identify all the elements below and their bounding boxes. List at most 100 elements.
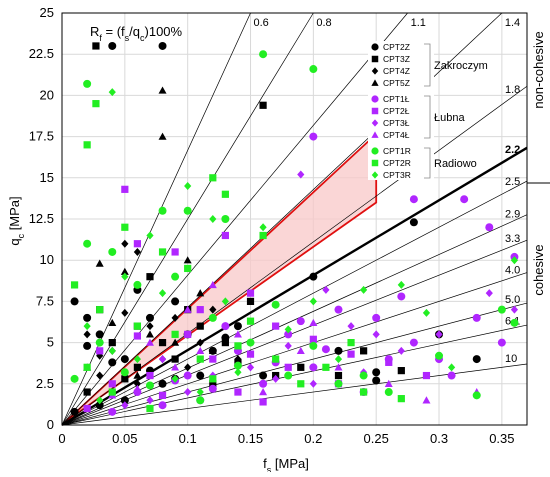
- data-point: [435, 330, 443, 339]
- data-point: [485, 289, 493, 298]
- data-point: [133, 240, 142, 248]
- data-point: [184, 182, 192, 191]
- data-point: [296, 346, 305, 355]
- legend-marker: [371, 147, 379, 155]
- data-point: [397, 395, 405, 403]
- data-point: [196, 346, 205, 355]
- data-point: [208, 346, 217, 355]
- data-point: [171, 330, 179, 338]
- data-point: [334, 305, 343, 314]
- data-point: [221, 339, 229, 347]
- data-point: [196, 371, 205, 380]
- legend-marker: [371, 43, 379, 51]
- data-point: [472, 355, 481, 364]
- y-tick-label: 22.5: [29, 46, 54, 61]
- data-point: [309, 297, 317, 306]
- data-point: [233, 322, 242, 331]
- data-point: [121, 239, 129, 248]
- legend-marker: [371, 131, 379, 138]
- data-point: [183, 256, 192, 264]
- data-point: [196, 322, 204, 330]
- data-point: [309, 335, 317, 343]
- data-point: [158, 206, 167, 215]
- data-point: [259, 379, 268, 388]
- legend-entry: CPT2Z: [383, 42, 410, 52]
- data-point: [196, 338, 204, 347]
- data-point: [158, 401, 167, 410]
- legend-marker: [371, 119, 379, 127]
- data-point: [284, 371, 293, 380]
- ratio-label: 0.6: [254, 17, 269, 29]
- data-point: [96, 371, 104, 380]
- data-point: [272, 355, 280, 363]
- data-point: [409, 338, 418, 347]
- data-point: [297, 363, 305, 371]
- data-point: [196, 289, 205, 297]
- data-point: [359, 371, 368, 380]
- legend-marker: [371, 159, 379, 167]
- data-point: [145, 338, 154, 346]
- data-point: [108, 380, 116, 388]
- data-point: [83, 322, 91, 331]
- data-point: [208, 280, 217, 289]
- data-point: [472, 313, 481, 322]
- data-point: [108, 346, 116, 355]
- axes: 0 0.05 0.1 0.15 0.2 0.25 0.3 0.35 0 2.5 5 7.5 10 12.5…: [29, 5, 528, 446]
- data-point: [121, 272, 129, 281]
- legend-entry: CPT3Ł: [383, 118, 410, 128]
- data-point: [120, 396, 129, 405]
- y-tick-label: 17.5: [29, 129, 54, 144]
- y-tick-label: 12.5: [29, 211, 54, 226]
- data-point: [183, 371, 192, 380]
- side-label-cohesive: cohesive: [531, 244, 546, 295]
- ratio-label: 2.2: [505, 144, 520, 156]
- x-tick-label: 0.15: [238, 431, 263, 446]
- data-point: [196, 396, 205, 405]
- ratio-line: [61, 12, 314, 426]
- data-point: [385, 358, 393, 366]
- data-point: [322, 363, 330, 371]
- data-point: [497, 338, 506, 347]
- data-point: [360, 347, 368, 355]
- data-point: [510, 305, 519, 314]
- legend-entry: CPT2R: [383, 158, 411, 168]
- data-point: [133, 371, 142, 379]
- data-point: [221, 190, 229, 198]
- y-tick-label: 5: [47, 335, 54, 350]
- data-point: [183, 305, 192, 313]
- data-point: [435, 351, 444, 360]
- data-point: [347, 339, 355, 347]
- data-point: [196, 355, 204, 363]
- data-point: [246, 289, 255, 297]
- x-tick-label: 0.1: [179, 431, 197, 446]
- data-point: [372, 368, 381, 377]
- data-point: [422, 371, 431, 380]
- legend-marker: [371, 79, 379, 86]
- data-point: [297, 170, 305, 179]
- data-point: [259, 223, 267, 232]
- data-point: [133, 355, 142, 364]
- legend-entry: CPT1Ł: [383, 94, 410, 104]
- data-point: [309, 379, 317, 388]
- ratio-line: [61, 146, 528, 427]
- data-point: [209, 215, 217, 223]
- y-tick-label: 10: [40, 252, 54, 267]
- legend-entry: CPT1R: [383, 146, 411, 156]
- data-point: [184, 363, 192, 372]
- data-point: [360, 388, 368, 396]
- data-point: [158, 379, 167, 388]
- data-point: [120, 355, 129, 364]
- data-point: [221, 215, 230, 223]
- ratio-label: 2.9: [505, 209, 520, 221]
- data-point: [145, 313, 154, 322]
- legend-marker: [371, 95, 379, 103]
- data-point: [334, 363, 343, 371]
- data-point: [95, 401, 104, 410]
- legend-entry: CPT5Z: [383, 78, 410, 88]
- data-point: [234, 342, 242, 350]
- series-CPT3R: [83, 88, 519, 405]
- data-point: [121, 185, 129, 193]
- data-point: [184, 330, 192, 338]
- data-point: [70, 374, 79, 383]
